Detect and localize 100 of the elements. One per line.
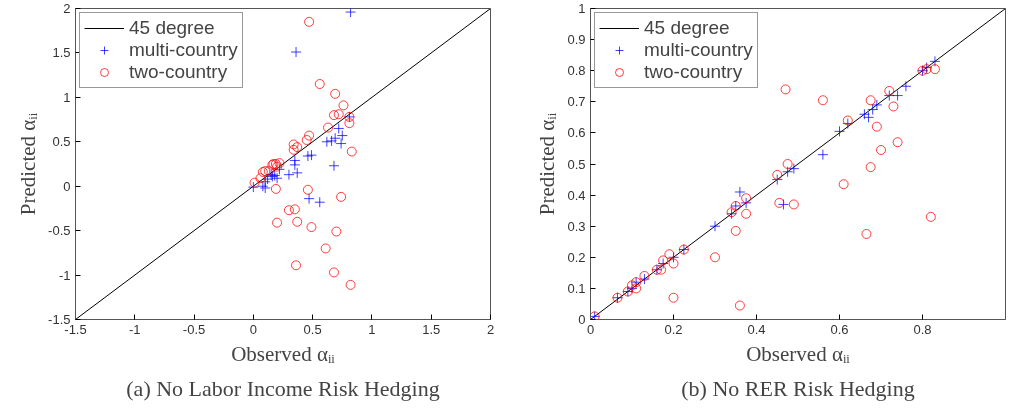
y-tick-label: 1.5	[52, 45, 71, 61]
point	[740, 197, 752, 209]
point	[320, 243, 331, 254]
point	[306, 222, 317, 233]
y-tick-label: 0.1	[567, 280, 586, 296]
y-tick-label: 0.8	[567, 63, 586, 79]
point	[780, 84, 791, 95]
text: (b) No RER Risk Hedging	[681, 375, 915, 401]
point	[328, 267, 339, 278]
point	[338, 100, 349, 111]
x-tick-label: 0.2	[664, 321, 683, 337]
y-tick-label: 1	[578, 1, 586, 16]
point	[865, 95, 876, 106]
x-axis-title: Observed αᵢᵢ	[231, 341, 336, 366]
point	[858, 108, 870, 120]
point	[323, 122, 334, 133]
point	[283, 169, 295, 181]
y-tick-label: 0.6	[567, 125, 586, 141]
point	[333, 122, 345, 134]
y-tick-label: -0.5	[48, 223, 71, 239]
y-tick-label: 0.7	[567, 94, 586, 110]
point	[302, 184, 313, 195]
x-tick-label: 2	[486, 321, 495, 337]
point	[249, 177, 260, 188]
legend-label: two-country	[129, 61, 228, 83]
point	[888, 101, 899, 112]
point	[817, 149, 829, 161]
y-tick-label: 0	[63, 178, 71, 194]
point	[777, 198, 789, 210]
x-tick-label: 0	[249, 321, 257, 337]
point	[255, 173, 266, 184]
point	[336, 191, 347, 202]
point	[344, 118, 355, 129]
y-tick-label: 0.2	[567, 249, 586, 265]
point	[290, 46, 302, 58]
point	[842, 115, 853, 126]
point	[741, 193, 752, 204]
point	[288, 144, 299, 155]
point	[328, 160, 340, 172]
point	[336, 130, 348, 142]
point	[892, 90, 904, 102]
point	[668, 258, 679, 269]
x-tick-label: -0.5	[182, 321, 206, 337]
point	[929, 64, 940, 75]
point	[301, 135, 312, 145]
point	[304, 130, 315, 141]
x-tick-label: 0.5	[303, 321, 322, 337]
point	[782, 159, 793, 169]
point	[668, 292, 679, 303]
point	[283, 205, 294, 216]
point	[656, 264, 667, 275]
point	[314, 79, 325, 90]
point	[817, 95, 828, 106]
y-axis-title: Predicted αᵢᵢ	[16, 112, 41, 216]
point	[331, 226, 342, 237]
legend-label: two-country	[644, 61, 743, 83]
point	[289, 204, 300, 215]
y-axis-title: Predicted αᵢᵢ	[535, 112, 560, 216]
point	[772, 169, 783, 180]
y-tick-label: 0.4	[567, 187, 586, 203]
point	[838, 179, 849, 190]
point	[291, 260, 302, 271]
point	[345, 279, 356, 290]
point	[730, 225, 741, 236]
x-tick-label: 0.6	[830, 321, 849, 337]
point	[304, 16, 315, 27]
point	[247, 181, 259, 193]
y-tick-label: 0.5	[52, 134, 71, 150]
point	[929, 55, 941, 67]
legend-label: multi-country	[644, 39, 753, 61]
point	[314, 196, 326, 208]
point	[883, 90, 895, 102]
point	[638, 273, 650, 285]
point	[346, 146, 357, 157]
point	[741, 208, 752, 219]
point	[788, 199, 799, 210]
point	[861, 228, 872, 239]
x-tick-label: 1.5	[422, 321, 441, 337]
point	[871, 121, 882, 132]
point	[865, 162, 876, 173]
y-tick-label: 2	[63, 1, 71, 16]
point	[631, 283, 642, 294]
y-tick-label: 0.9	[567, 32, 586, 48]
point	[288, 139, 299, 150]
point	[664, 249, 675, 260]
legend-label: 45 degree	[129, 17, 215, 39]
point	[892, 137, 903, 148]
point	[884, 85, 895, 96]
point	[303, 193, 315, 205]
y-tick-label: -1	[58, 267, 71, 283]
point	[709, 220, 721, 232]
point	[734, 300, 745, 311]
legend-label: 45 degree	[644, 17, 730, 39]
point	[292, 216, 303, 227]
text: (a) No Labor Income Risk Hedging	[126, 375, 440, 401]
x-tick-label: 1	[368, 321, 376, 337]
point	[291, 167, 303, 179]
point	[333, 109, 344, 120]
point	[272, 217, 283, 228]
point	[774, 197, 785, 208]
